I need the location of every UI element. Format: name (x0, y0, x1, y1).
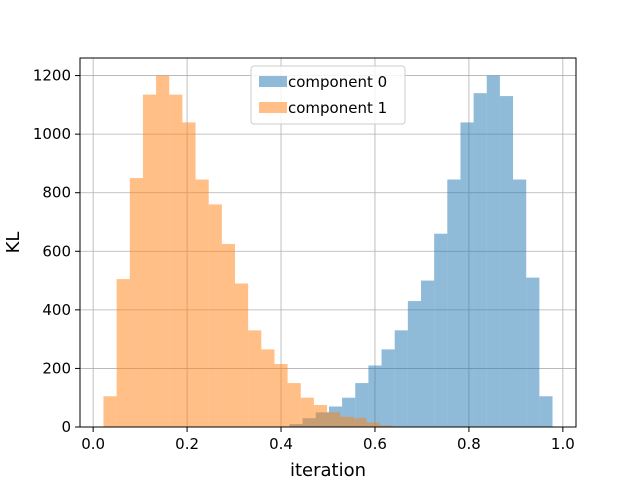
y-tick-label: 800 (42, 184, 71, 202)
legend-label: component 1 (288, 99, 387, 117)
histogram-bar (513, 179, 527, 427)
axis-ticks: 0.0 0.2 0.4 0.6 0.8 1.0 0 200 400 600 800 1000 1200 (33, 67, 575, 453)
histogram-bar (327, 412, 341, 427)
series-1-bars (103, 75, 393, 428)
histogram-bar (355, 383, 369, 427)
legend: component 0 component 1 (250, 65, 406, 125)
x-tick-label: 0.0 (81, 435, 105, 453)
histogram-bar (169, 94, 183, 427)
plot-frame (79, 57, 577, 428)
y-tick-label: 400 (42, 301, 71, 319)
histogram-bar (274, 364, 288, 427)
histogram-bar (394, 330, 408, 427)
x-tick-label: 0.8 (457, 435, 481, 453)
legend-swatch (259, 76, 287, 87)
legend-label: component 0 (288, 73, 387, 91)
histogram-bar (340, 416, 354, 427)
histogram-bar (353, 418, 367, 427)
histogram-bar (486, 75, 500, 428)
x-tick-label: 1.0 (551, 435, 575, 453)
histogram-bars (103, 75, 553, 428)
y-tick-label: 200 (42, 359, 71, 377)
histogram-bar (195, 179, 209, 427)
legend-swatch (259, 102, 287, 113)
histogram-bar (156, 75, 170, 428)
histogram-bar (434, 233, 448, 427)
y-tick-label: 1000 (33, 125, 71, 143)
histogram-bar (248, 330, 262, 427)
histogram-bar (129, 178, 143, 427)
histogram-bar (366, 422, 380, 427)
histogram-bar (142, 94, 157, 427)
y-tick-label: 1200 (33, 67, 71, 85)
histogram-bar (221, 243, 235, 427)
x-tick-label: 0.6 (363, 435, 387, 453)
y-tick-label: 600 (42, 242, 71, 260)
x-tick-label: 0.2 (175, 435, 199, 453)
x-tick-label: 0.4 (269, 435, 293, 453)
series-0-bars (289, 75, 553, 428)
histogram-bar (235, 283, 249, 427)
histogram-bar (103, 396, 117, 427)
histogram-bar (407, 301, 421, 427)
histogram-bar (421, 280, 435, 427)
histogram-bar (526, 277, 540, 427)
histogram-bar (313, 405, 328, 427)
histogram-bar (473, 93, 487, 428)
y-tick-label: 0 (61, 418, 71, 436)
histogram-bar (379, 425, 393, 427)
histogram-bar (300, 397, 314, 427)
histogram-bar (381, 349, 395, 427)
histogram-bar (287, 383, 301, 427)
legend-box (250, 65, 406, 125)
histogram-bar (447, 179, 461, 427)
y-axis-label: KL (3, 232, 24, 254)
histogram-bar (460, 122, 474, 427)
histogram-bar (499, 96, 514, 428)
x-axis-label: iteration (290, 460, 366, 480)
histogram-bar (539, 396, 553, 427)
histogram-bar (208, 204, 222, 427)
histogram-bar (116, 279, 130, 427)
histogram-bar (261, 349, 275, 427)
histogram-bar (182, 122, 196, 427)
histogram-bar (368, 365, 382, 427)
